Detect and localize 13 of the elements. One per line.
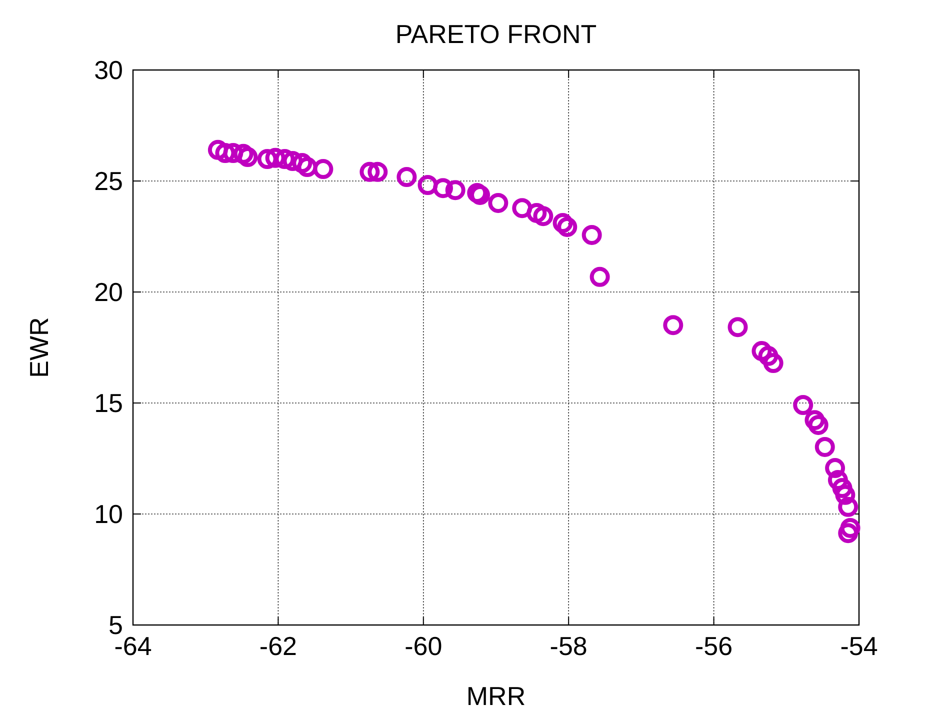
x-tick-label: -56 (695, 631, 733, 661)
chart-title: PARETO FRONT (395, 19, 597, 49)
y-tick-label: 25 (94, 166, 123, 196)
x-tick-label: -60 (404, 631, 442, 661)
y-tick-label: 10 (94, 499, 123, 530)
x-tick-label: -58 (550, 631, 588, 661)
y-axis-title: EWR (24, 317, 54, 378)
x-tick-label: -62 (259, 631, 297, 661)
y-tick-label: 20 (94, 277, 123, 308)
x-tick-label: -54 (840, 631, 878, 661)
y-tick-label: 30 (94, 55, 123, 86)
y-tick-label: 15 (94, 388, 123, 418)
x-axis-title: MRR (466, 681, 526, 711)
